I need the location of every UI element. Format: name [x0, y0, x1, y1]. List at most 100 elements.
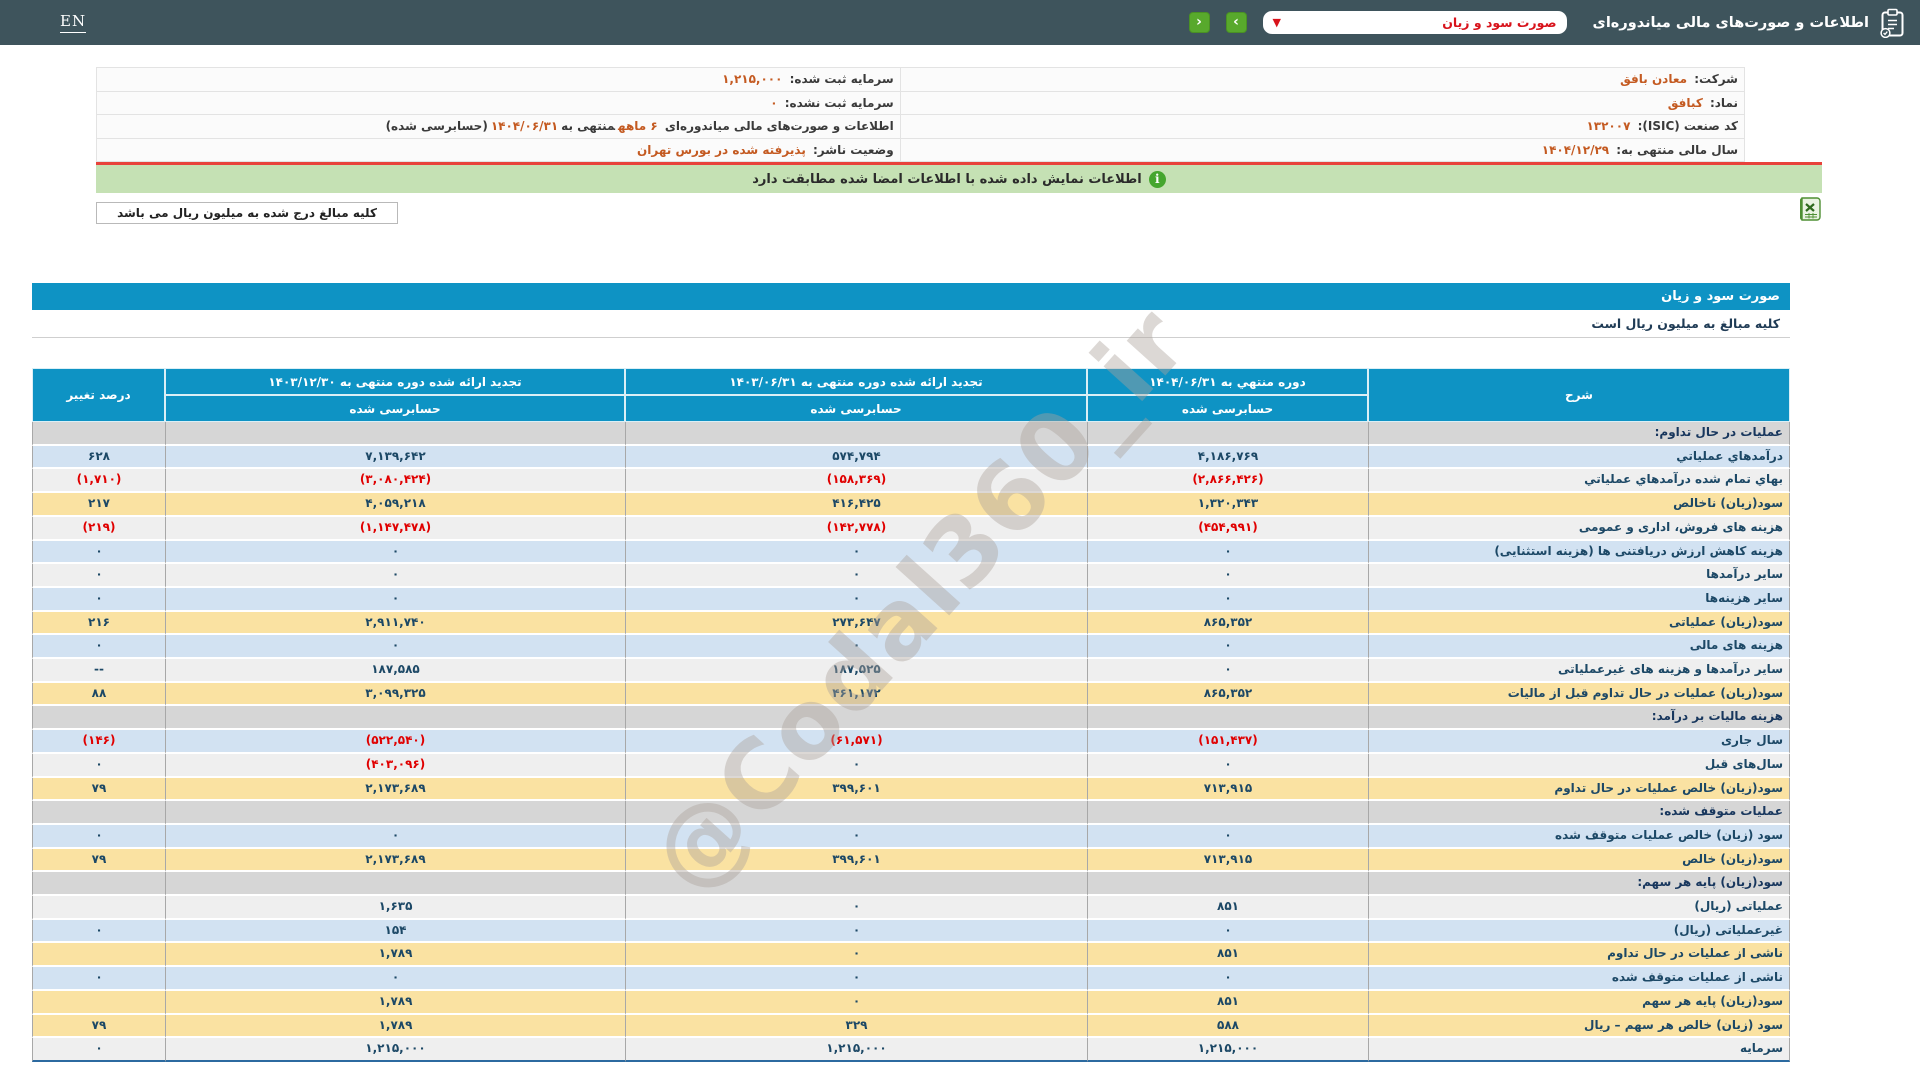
cell-annual: ۱,۷۸۹ [165, 1014, 625, 1039]
table-row: غیرعملیاتی (ریال) ۰ ۰ ۱۵۴ ۰ [32, 919, 1790, 944]
cell-change [32, 872, 165, 897]
cell-current [1087, 801, 1368, 825]
statement-units-row: کلیه مبالغ به میلیون ریال است [32, 310, 1790, 338]
info-value: پذیرفته شده در بورس تهران [637, 142, 806, 157]
info-label: سال مالی منتهی به: [1612, 142, 1738, 157]
cell-annual: ۷,۱۳۹,۶۴۲ [165, 445, 625, 470]
cell-annual [165, 422, 625, 446]
header-percent-change: درصد تغییر [32, 368, 165, 422]
cell-prior: ۵۷۴,۷۹۴ [625, 445, 1087, 470]
cell-annual: ۱,۷۸۹ [165, 943, 625, 968]
company-info-cell: کد صنعت (ISIC): ۱۳۲۰۰۷ [899, 114, 1746, 139]
next-statement-button[interactable]: › [1225, 12, 1247, 33]
info-value: کبافق [1667, 95, 1703, 110]
cell-annual [165, 872, 625, 897]
cell-change [32, 706, 165, 731]
cell-prior: ۰ [625, 564, 1087, 588]
previous-statement-button[interactable]: ‹ [1188, 12, 1210, 33]
row-description: درآمدهاي عملياتي [1368, 445, 1790, 470]
cell-annual: (۱,۱۴۷,۴۷۸) [165, 516, 625, 541]
signature-match-text: اطلاعات نمایش داده شده با اطلاعات امضا ش… [752, 171, 1142, 187]
cell-prior: ۰ [625, 967, 1087, 991]
cell-prior [625, 872, 1087, 897]
table-row: سایر هزینه‌ها ۰ ۰ ۰ ۰ [32, 587, 1790, 612]
cell-current: ۸۵۱ [1087, 943, 1368, 968]
cell-prior: ۰ [625, 943, 1087, 968]
row-description: هزینه های فروش، اداری و عمومی [1368, 516, 1790, 541]
row-description: سود(زيان) ناخالص [1368, 493, 1790, 517]
statement-title-bar: صورت سود و زیان [32, 283, 1790, 310]
company-info-cell: اطلاعات و صورت‌های مالی میاندوره‌ای ۶ ما… [96, 114, 901, 139]
cell-change: ۰ [32, 564, 165, 588]
row-description: ناشی از عملیات در حال تداوم [1368, 943, 1790, 968]
table-row: سود(زیان) عملیات در حال تداوم قبل از مال… [32, 682, 1790, 707]
cell-annual: ۲,۹۱۱,۷۴۰ [165, 611, 625, 636]
language-switch-en[interactable]: EN [60, 12, 87, 33]
statement-type-selected-value: صورت سود و زیان [1442, 15, 1557, 30]
cell-current: ۴,۱۸۶,۷۶۹ [1087, 445, 1368, 470]
cell-current [1087, 422, 1368, 446]
cell-annual: (۳,۰۸۰,۴۲۴) [165, 469, 625, 494]
cell-change: ۲۱۷ [32, 493, 165, 517]
company-info-row: شرکت: معادن بافق سرمایه ثبت شده: ۱,۲۱۵,۰۰… [96, 67, 1746, 92]
cell-annual [165, 801, 625, 825]
cell-prior: ۰ [625, 587, 1087, 612]
cell-current: ۰ [1087, 753, 1368, 778]
statement-title: صورت سود و زیان [1661, 289, 1780, 304]
chevron-right-icon: › [1233, 13, 1239, 30]
table-row: سرمایه ۱,۲۱۵,۰۰۰ ۱,۲۱۵,۰۰۰ ۱,۲۱۵,۰۰۰ ۰ [32, 1038, 1790, 1062]
cell-annual: ۲,۱۷۳,۶۸۹ [165, 777, 625, 802]
header-audited-prior: حسابرسی شده [625, 395, 1087, 422]
cell-current: ۰ [1087, 967, 1368, 991]
cell-current: ۵۸۸ [1087, 1014, 1368, 1039]
table-row: سود(زيان) ناخالص ۱,۳۲۰,۳۴۳ ۴۱۶,۴۲۵ ۴,۰۵۹,۲۱… [32, 493, 1790, 517]
cell-prior: ۰ [625, 540, 1087, 565]
info-label: کد صنعت (ISIC): [1633, 119, 1738, 134]
cell-change [32, 896, 165, 920]
cell-prior: ۰ [625, 896, 1087, 920]
info-value: ۱۳۲۰۰۷ [1586, 119, 1631, 134]
cell-annual: ۴,۰۵۹,۲۱۸ [165, 493, 625, 517]
cell-change [32, 422, 165, 446]
info-label: منتهی به [561, 119, 616, 134]
cell-current: ۰ [1087, 919, 1368, 944]
cell-change: ۰ [32, 919, 165, 944]
row-description: ناشی از عملیات متوقف شده [1368, 967, 1790, 991]
cell-change: ۷۹ [32, 848, 165, 873]
cell-current: (۱۵۱,۴۳۷) [1087, 730, 1368, 754]
cell-annual: ۰ [165, 635, 625, 660]
row-description: عملیاتی (ریال) [1368, 896, 1790, 920]
info-value: ۰ [770, 95, 778, 110]
cell-annual: ۱,۲۱۵,۰۰۰ [165, 1038, 625, 1062]
section-row: هزینه مالیات بر درآمد: [32, 706, 1790, 731]
table-row: هزینه های فروش، اداری و عمومی (۴۵۴,۹۹۱) (۱… [32, 516, 1790, 541]
excel-export-icon[interactable] [1798, 196, 1823, 222]
cell-prior: ۴۶۱,۱۷۲ [625, 682, 1087, 707]
red-divider [96, 162, 1822, 165]
page-title: اطلاعات و صورت‌های مالی میاندوره‌ای [1592, 14, 1869, 31]
cell-current: ۷۱۳,۹۱۵ [1087, 848, 1368, 873]
cell-current: ۰ [1087, 659, 1368, 683]
table-row: ناشی از عملیات در حال تداوم ۸۵۱ ۰ ۱,۷۸۹ [32, 943, 1790, 968]
cell-current: ۰ [1087, 564, 1368, 588]
cell-prior: ۰ [625, 919, 1087, 944]
table-row: درآمدهاي عملياتي ۴,۱۸۶,۷۶۹ ۵۷۴,۷۹۴ ۷,۱۳۹,۶۴… [32, 445, 1790, 470]
info-label: وضعیت ناشر: [808, 142, 894, 157]
cell-change [32, 801, 165, 825]
cell-current: ۰ [1087, 540, 1368, 565]
header-current-period: دوره منتهي به ۱۴۰۴/۰۶/۳۱ [1087, 368, 1368, 395]
table-row: سال جاری (۱۵۱,۴۳۷) (۶۱,۵۷۱) (۵۲۲,۵۴۰) (۱۴۶) [32, 730, 1790, 754]
info-value: معادن بافق [1620, 72, 1688, 87]
cell-change: ۲۱۶ [32, 611, 165, 636]
table-header: شرح دوره منتهي به ۱۴۰۴/۰۶/۳۱ تجدید ارائه… [32, 368, 1790, 422]
statement-type-select[interactable]: صورت سود و زیان ▼ [1262, 11, 1567, 34]
cell-prior: ۴۱۶,۴۲۵ [625, 493, 1087, 517]
cell-prior: ۲۷۳,۶۴۷ [625, 611, 1087, 636]
row-description: سود(زیان) عملیاتی [1368, 611, 1790, 636]
cell-change: ۷۹ [32, 777, 165, 802]
cell-annual [165, 706, 625, 731]
cell-current [1087, 706, 1368, 731]
cell-annual: ۰ [165, 967, 625, 991]
cell-current: (۲,۸۶۶,۴۲۶) [1087, 469, 1368, 494]
row-description: سود(زیان) پایه هر سهم [1368, 990, 1790, 1015]
